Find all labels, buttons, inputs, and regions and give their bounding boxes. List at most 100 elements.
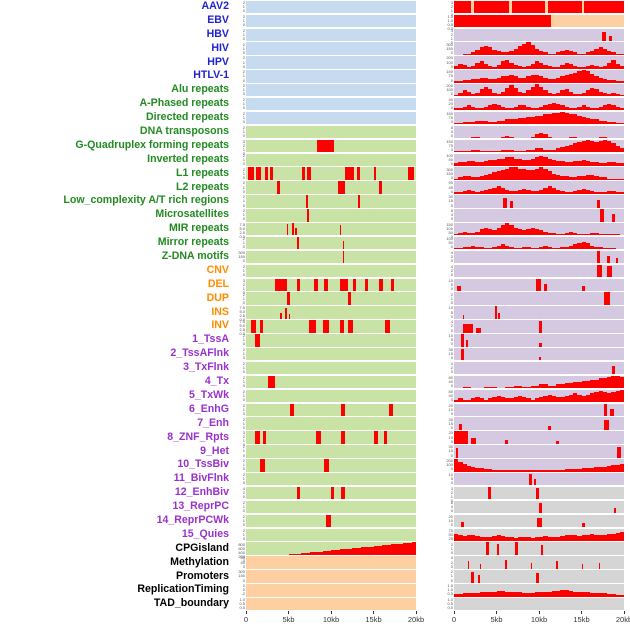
profile-bin: [403, 543, 408, 555]
y-tick-label: 1: [242, 184, 245, 190]
track-label: HPV: [207, 55, 229, 68]
profile-bin: [581, 70, 586, 83]
track-row: 9_Het 2 1 0 30 15 0: [0, 445, 630, 459]
profile-bin: [539, 115, 544, 125]
track-panel-left: [246, 84, 416, 97]
track-panel-right: [454, 292, 624, 305]
profile-bin: [577, 53, 582, 55]
profile-bin: [611, 60, 616, 69]
profile-bin: [479, 592, 484, 597]
y-tick-label: 20: [448, 430, 453, 436]
y-tick-label: 0.5: [447, 21, 453, 27]
profile-bin: [607, 178, 612, 180]
y-tick-label: 2: [242, 527, 245, 533]
profile-bin: [462, 536, 467, 541]
profile-bin: [500, 158, 505, 166]
profile-bin: [590, 393, 595, 403]
profile-bin: [483, 174, 488, 180]
signal-bar: [556, 441, 560, 444]
profile-bin: [471, 78, 476, 83]
signal-bar: [317, 139, 335, 153]
profile-bin: [500, 225, 505, 236]
profile-bin: [615, 106, 620, 111]
profile-bin: [551, 385, 556, 389]
profile-bin: [598, 120, 603, 125]
track-row: 12_EnhBiv 4 2 0 3 2 1 0: [0, 486, 630, 503]
profile-bin: [513, 537, 518, 541]
profile-bin: [585, 234, 590, 236]
y-tick-label: 1: [242, 128, 245, 134]
track-label: INS: [211, 305, 229, 318]
profile-bin: [619, 54, 624, 55]
profile-bin: [475, 162, 480, 166]
y-tick-label: 2: [242, 41, 245, 47]
y-tick-label: 0: [450, 480, 453, 486]
profile-bin: [492, 92, 497, 97]
y-tick-label: 0: [450, 174, 453, 180]
y-tick-label: 200: [446, 55, 453, 61]
profile-bin: [619, 107, 624, 111]
track-row: 14_ReprPCWk 2 1 0 20 10 0: [0, 514, 630, 528]
profile-bin: [560, 590, 565, 597]
profile-bin: [475, 192, 480, 194]
profile-bin: [534, 107, 539, 111]
profile-bin: [488, 248, 493, 250]
y-tick-label: 2: [450, 291, 453, 297]
profile-bin: [488, 591, 493, 597]
signal-bar: [556, 561, 558, 569]
profile-bin: [598, 67, 603, 69]
profile-bin: [556, 590, 561, 597]
y-tick-label: 0: [450, 466, 453, 472]
profile-bin: [619, 178, 624, 180]
track-panel-right: [454, 417, 624, 430]
profile-bin: [522, 536, 527, 541]
signal-bar: [581, 286, 585, 291]
profile-bin: [517, 470, 522, 472]
profile-bin: [577, 71, 582, 83]
signal-bar: [471, 571, 474, 583]
y-axis-ticks: 1.5 1.0 0.5 0.0: [442, 14, 454, 30]
signal-bar: [537, 518, 542, 528]
profile-bin: [573, 143, 578, 153]
y-tick-label: 10: [448, 517, 453, 523]
y-tick-label: 0: [242, 174, 245, 180]
track-row: Methylation 80 40 0 4 2 0: [0, 556, 630, 570]
profile-bin: [462, 80, 467, 83]
profile-bin: [615, 94, 620, 97]
profile-bin: [560, 51, 565, 55]
profile-bin: [564, 246, 569, 250]
profile-bin: [390, 544, 395, 555]
profile-bin: [534, 229, 539, 236]
profile-bin: [564, 176, 569, 180]
profile-bin: [471, 160, 476, 166]
y-tick-label: 0: [450, 438, 453, 444]
y-tick-label: 2: [242, 69, 245, 75]
track-row: Promoters 300 150 0 2 1 0: [0, 570, 630, 584]
x-tick-label: 5kb: [282, 615, 295, 625]
profile-bin: [466, 80, 471, 83]
x-tick-mark: [245, 611, 247, 615]
signal-bar: [544, 283, 548, 291]
profile-bin: [488, 105, 493, 111]
profile-bin: [577, 234, 582, 236]
profile-bin: [543, 187, 548, 194]
track-row: L2 repeats 2 1 0 90 45 0: [0, 181, 630, 195]
profile-bin: [386, 544, 391, 555]
profile-bin: [551, 173, 556, 180]
signal-bar: [615, 258, 619, 264]
profile-bin: [547, 394, 552, 403]
profile-bin: [611, 121, 616, 125]
profile-bin: [585, 139, 590, 153]
profile-bin: [560, 111, 565, 125]
profile-bin: [594, 379, 599, 389]
profile-bin: [564, 383, 569, 389]
profile-bin: [496, 51, 501, 55]
y-tick-label: 200: [446, 458, 453, 464]
profile-bin: [564, 89, 569, 97]
profile-bin: [466, 465, 471, 472]
profile-bin: [492, 397, 497, 403]
